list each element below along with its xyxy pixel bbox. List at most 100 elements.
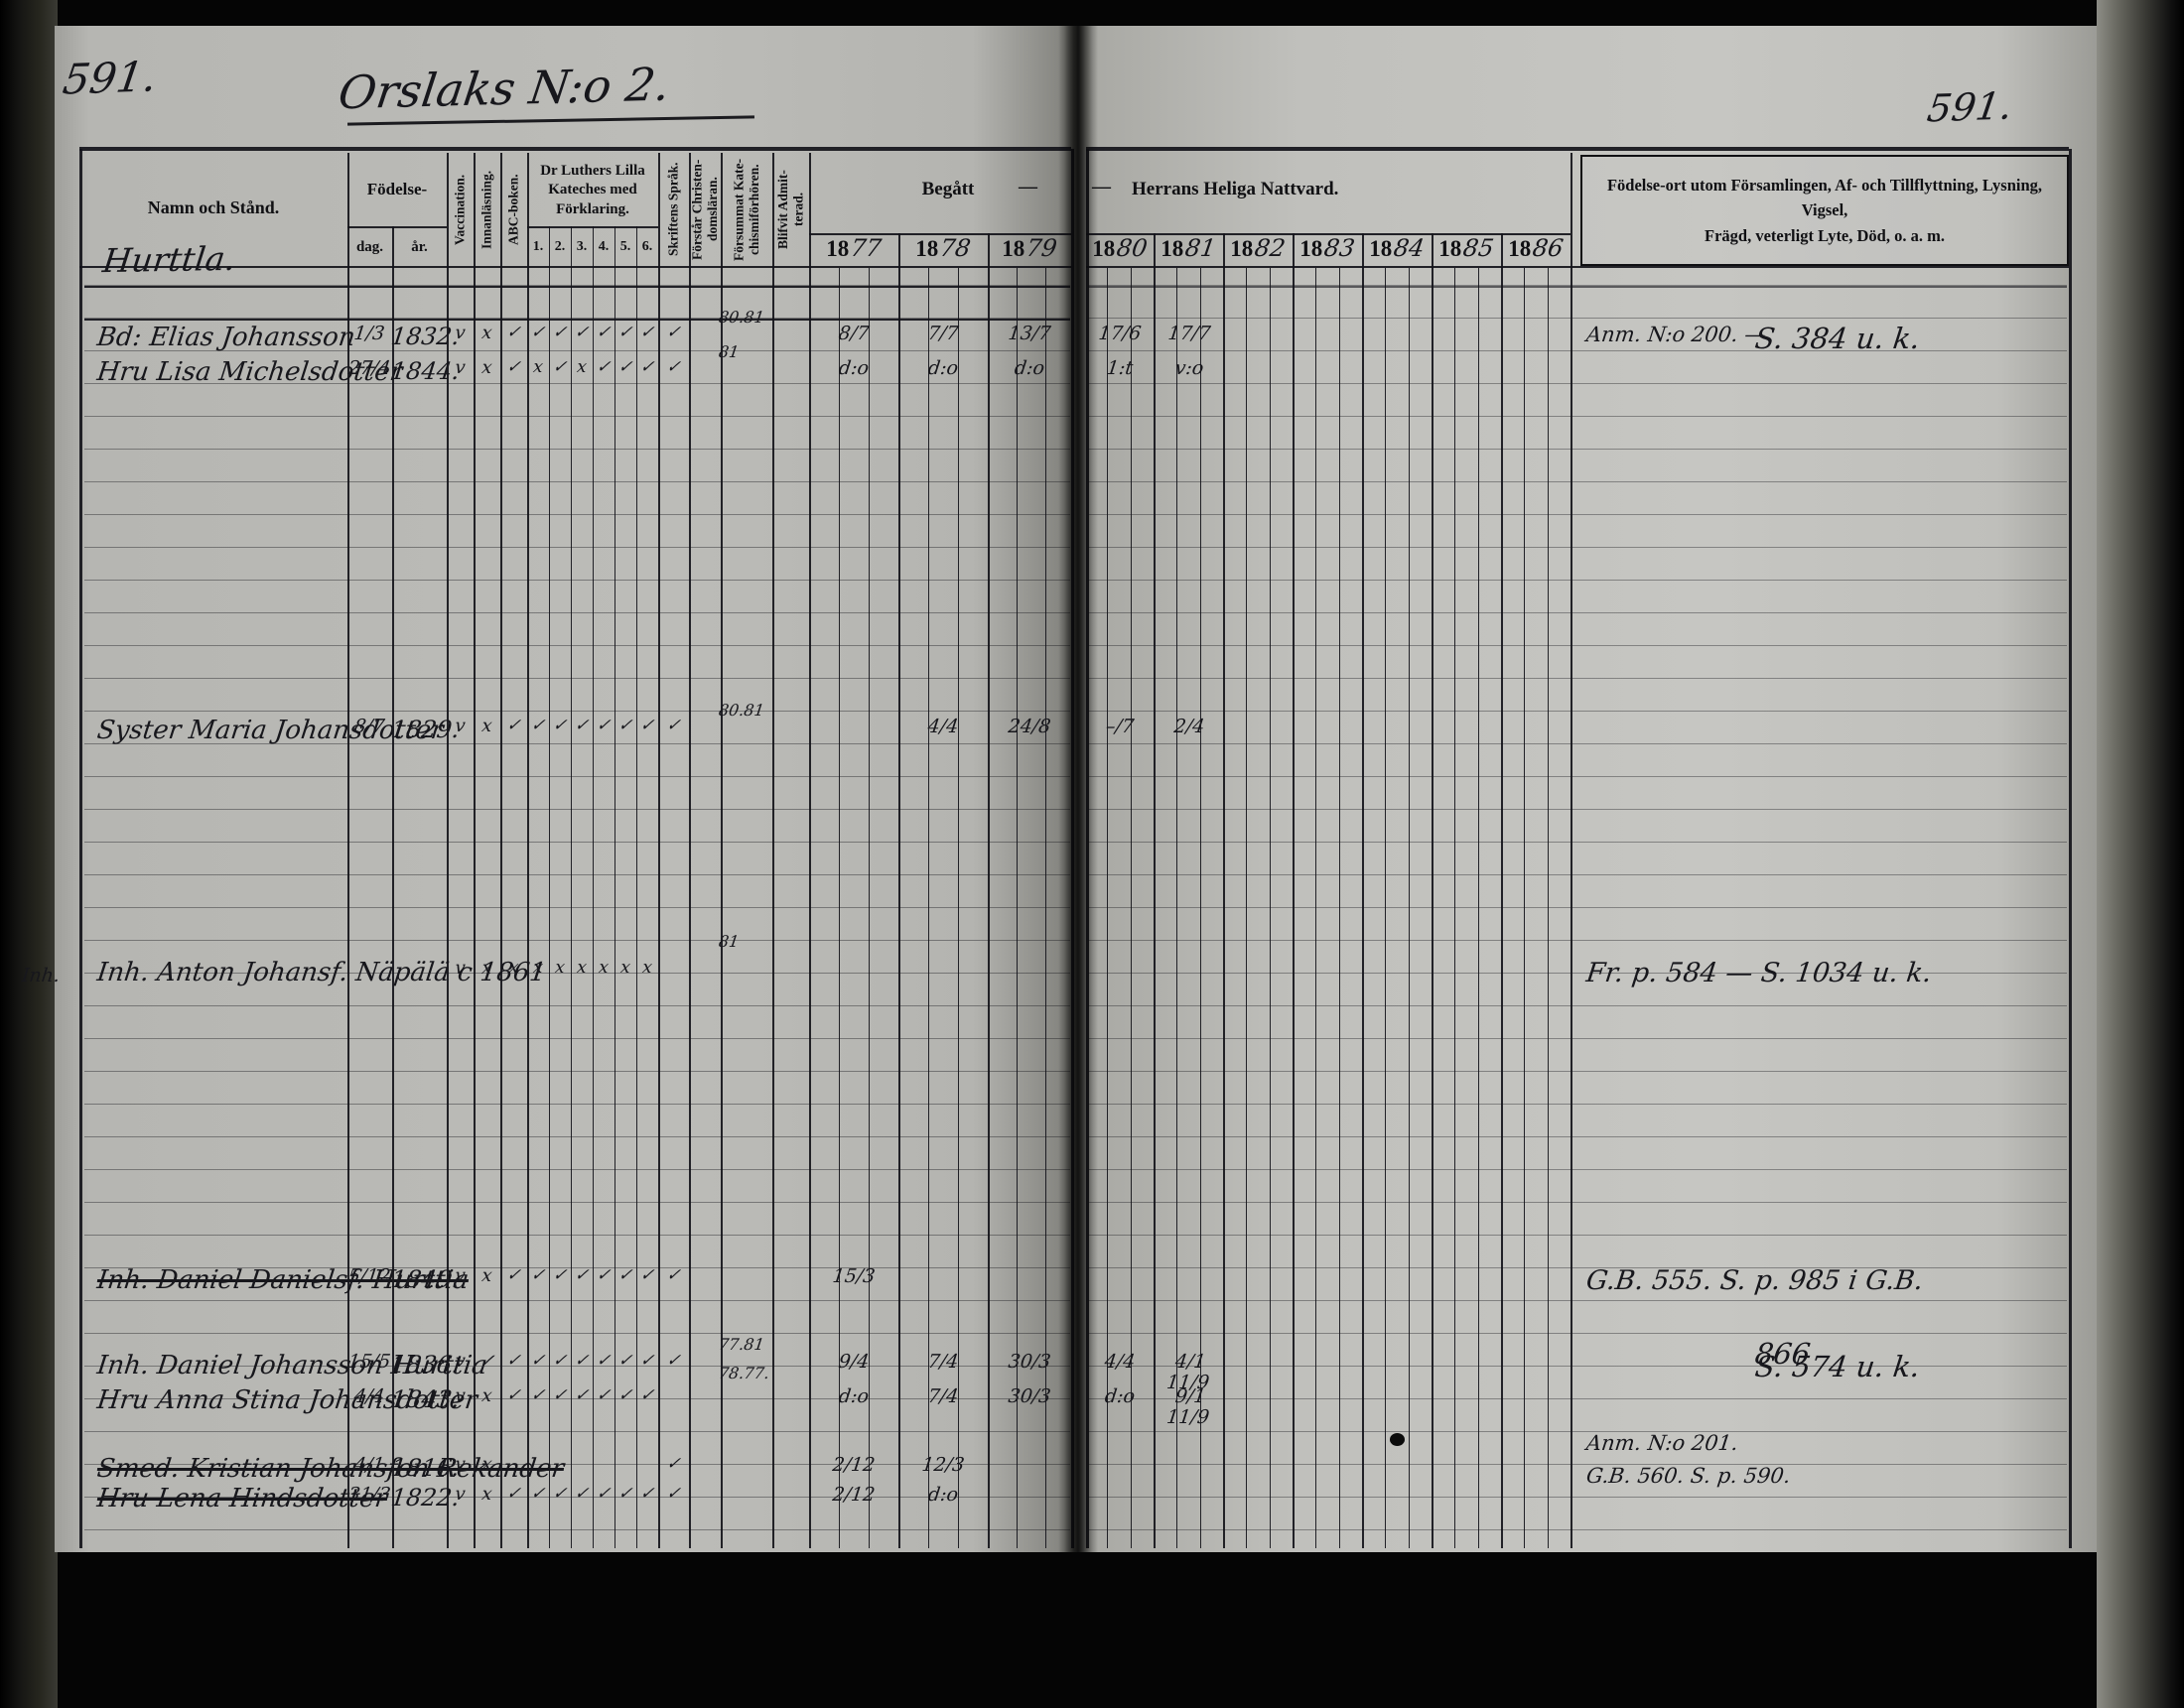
entry-reading-mark: x — [480, 716, 493, 736]
entry-catechism-mark-4: ✓ — [595, 356, 613, 377]
col-header-birth: Födelse- — [366, 180, 428, 198]
table-row: Hru Lisa Michelsdotter 27/4 1844. v x ✓ … — [0, 356, 2184, 392]
entry-catechism-mark-5: x — [619, 958, 632, 979]
entry-catechism-mark-5: ✓ — [616, 716, 634, 735]
entry-communion-1878: 4/4 — [926, 716, 960, 737]
entry-catechism-mark-1: ✓ — [529, 1384, 547, 1405]
entry-catechism-mark-3: x — [576, 356, 589, 377]
entry-communion-1880: 1:t — [1105, 356, 1135, 379]
entry-communion-1877: d:o — [837, 356, 871, 379]
entry-abc-mark: ✓ — [505, 716, 522, 735]
entry-communion-1877: d:o — [837, 1384, 871, 1407]
entry-reading-mark: x — [480, 958, 493, 980]
entry-catechism-mark-3: ✓ — [573, 1384, 591, 1405]
entry-catechism-mark-4: x — [598, 958, 611, 979]
entry-catechism-mark-6: ✓ — [638, 1483, 656, 1504]
entry-vaccination-mark: v — [454, 356, 467, 378]
book-edge-left — [0, 0, 58, 1708]
entry-communion-1881: 17/7 — [1166, 323, 1212, 344]
ink-blot — [1390, 1433, 1405, 1446]
entry-catechism-mark-2: ✓ — [551, 1483, 569, 1504]
table-row: Hru Anna Stina Johansdotter 4/4 1843. v … — [0, 1384, 2184, 1428]
col-header-catechism-3: 3. — [576, 239, 588, 254]
year-column-1881: 18 81 — [1160, 234, 1218, 262]
entry-communion-1878: 7/4 — [926, 1384, 960, 1407]
entry-vaccination-mark: v — [454, 323, 467, 343]
entry-communion-1878: 7/7 — [926, 323, 960, 344]
entry-vaccination-mark: v — [454, 1483, 467, 1505]
entry-catechism-mark-1: ✓ — [529, 716, 547, 735]
col-header-catechism-4: 4. — [598, 239, 610, 254]
entry-vaccination-mark: v — [454, 1265, 467, 1287]
entry-birth-year: 1844. — [389, 356, 462, 385]
entry-catechism-mark-5: ✓ — [616, 356, 634, 377]
entry-catechism-mark-4: ✓ — [595, 1384, 613, 1405]
col-header-communion-left: Begått — [921, 179, 975, 199]
entry-abc-mark: ✓ — [505, 1483, 522, 1504]
entry-communion-1879: 24/8 — [1007, 716, 1052, 737]
entry-catechism-mark-2: ✓ — [551, 716, 569, 735]
entry-annotation-long: Fr. p. 584 — S. 1034 u. k. — [1584, 958, 1934, 989]
year-column-1878: 18 78 — [915, 234, 973, 262]
entry-catechism-mark-4: ✓ — [595, 323, 613, 342]
entry-catechism-mark-5: ✓ — [616, 323, 634, 342]
entry-name: Hru Lena Hindsdotter — [95, 1483, 389, 1513]
entry-reading-mark: x — [480, 1483, 493, 1505]
entry-reading-mark: x — [480, 1265, 493, 1287]
entry-birth-day: 31/3 — [346, 1483, 392, 1506]
year-column-1882: 18 82 — [1230, 234, 1288, 262]
entry-catechism-mark-3: ✓ — [573, 716, 591, 735]
col-header-annotations: Födelse-ort utom Församlingen, Af- och T… — [1580, 155, 2069, 266]
entry-birth-year: 1843. — [389, 1384, 462, 1413]
entry-reading-mark: x — [480, 1384, 493, 1406]
entry-communion-1880: d:o — [1103, 1384, 1137, 1407]
entry-catechism-mark-2: ✓ — [551, 1265, 569, 1286]
col-header-birth-year: år. — [411, 238, 428, 255]
col-header-catechism-2: 2. — [554, 239, 566, 254]
entry-birth-day: 4/4 — [352, 1384, 386, 1407]
entry-catechism-mark-6: ✓ — [638, 1384, 656, 1405]
page-right — [1074, 26, 2101, 1552]
entry-catechism-mark-6: ✓ — [638, 716, 656, 735]
col-header-holy-communion: Herrans Heliga Nattvard. — [1132, 179, 1339, 199]
entry-catechism-mark-1: ✓ — [529, 1265, 547, 1286]
entry-vaccination-mark: v — [454, 1384, 467, 1406]
entry-abc-mark: ✓ — [505, 1265, 522, 1286]
entry-catechism-mark-1: ✓ — [529, 1483, 547, 1504]
entry-catechism-mark-2: ✓ — [551, 323, 569, 342]
entry-vaccination-mark: v — [454, 716, 467, 736]
entry-birth-day: 5/12 — [346, 1265, 392, 1288]
entry-birth-year: 1829. — [389, 716, 462, 743]
entry-catechism-mark-5: ✓ — [616, 1384, 634, 1405]
entry-catechism-mark-2: x — [554, 958, 567, 979]
col-header-birth-day: dag. — [355, 238, 384, 255]
table-row: Hru Lena Hindsdotter 31/3 1822. v x ✓ ✓ … — [0, 1483, 2184, 1518]
entry-scripture-mark: ✓ — [665, 716, 682, 735]
entry-abc-mark: x — [507, 958, 520, 979]
entry-communion-1879: 30/3 — [1007, 1384, 1052, 1407]
entry-abc-mark: ✓ — [505, 356, 522, 377]
entry-missed-years: 81 — [717, 931, 741, 951]
table-row: Inh. Anton Johansf. Näpälä c 1861 v x x … — [0, 958, 2184, 992]
year-column-1883: 18 83 — [1299, 234, 1357, 262]
col-header-name: Namn och Stånd. — [147, 197, 280, 217]
year-column-1886: 18 86 — [1508, 234, 1566, 262]
entry-birth-year: 1849. — [389, 1265, 462, 1294]
entry-catechism-mark-4: ✓ — [595, 716, 613, 735]
entry-birth-day: 8/7 — [352, 716, 386, 737]
entry-communion-1879: d:o — [1013, 356, 1046, 379]
entry-communion-1881: 2/4 — [1172, 716, 1206, 737]
entry-catechism-mark-1: x — [532, 356, 545, 377]
entry-communion-1878: d:o — [926, 1483, 960, 1506]
entry-catechism-mark-2: ✓ — [551, 1384, 569, 1405]
entry-annotation-note: Anm. N:o 201. — [1584, 1431, 1740, 1456]
col-header-catechism-5: 5. — [619, 239, 631, 254]
entry-vaccination-mark: v — [454, 958, 467, 980]
entry-catechism-mark-4: ✓ — [595, 1483, 613, 1504]
entry-reading-mark: x — [480, 356, 493, 378]
table-row: Syster Maria Johansdotter 8/7 1829. v x … — [0, 716, 2184, 750]
col-header-catechism-1: 1. — [532, 239, 544, 254]
